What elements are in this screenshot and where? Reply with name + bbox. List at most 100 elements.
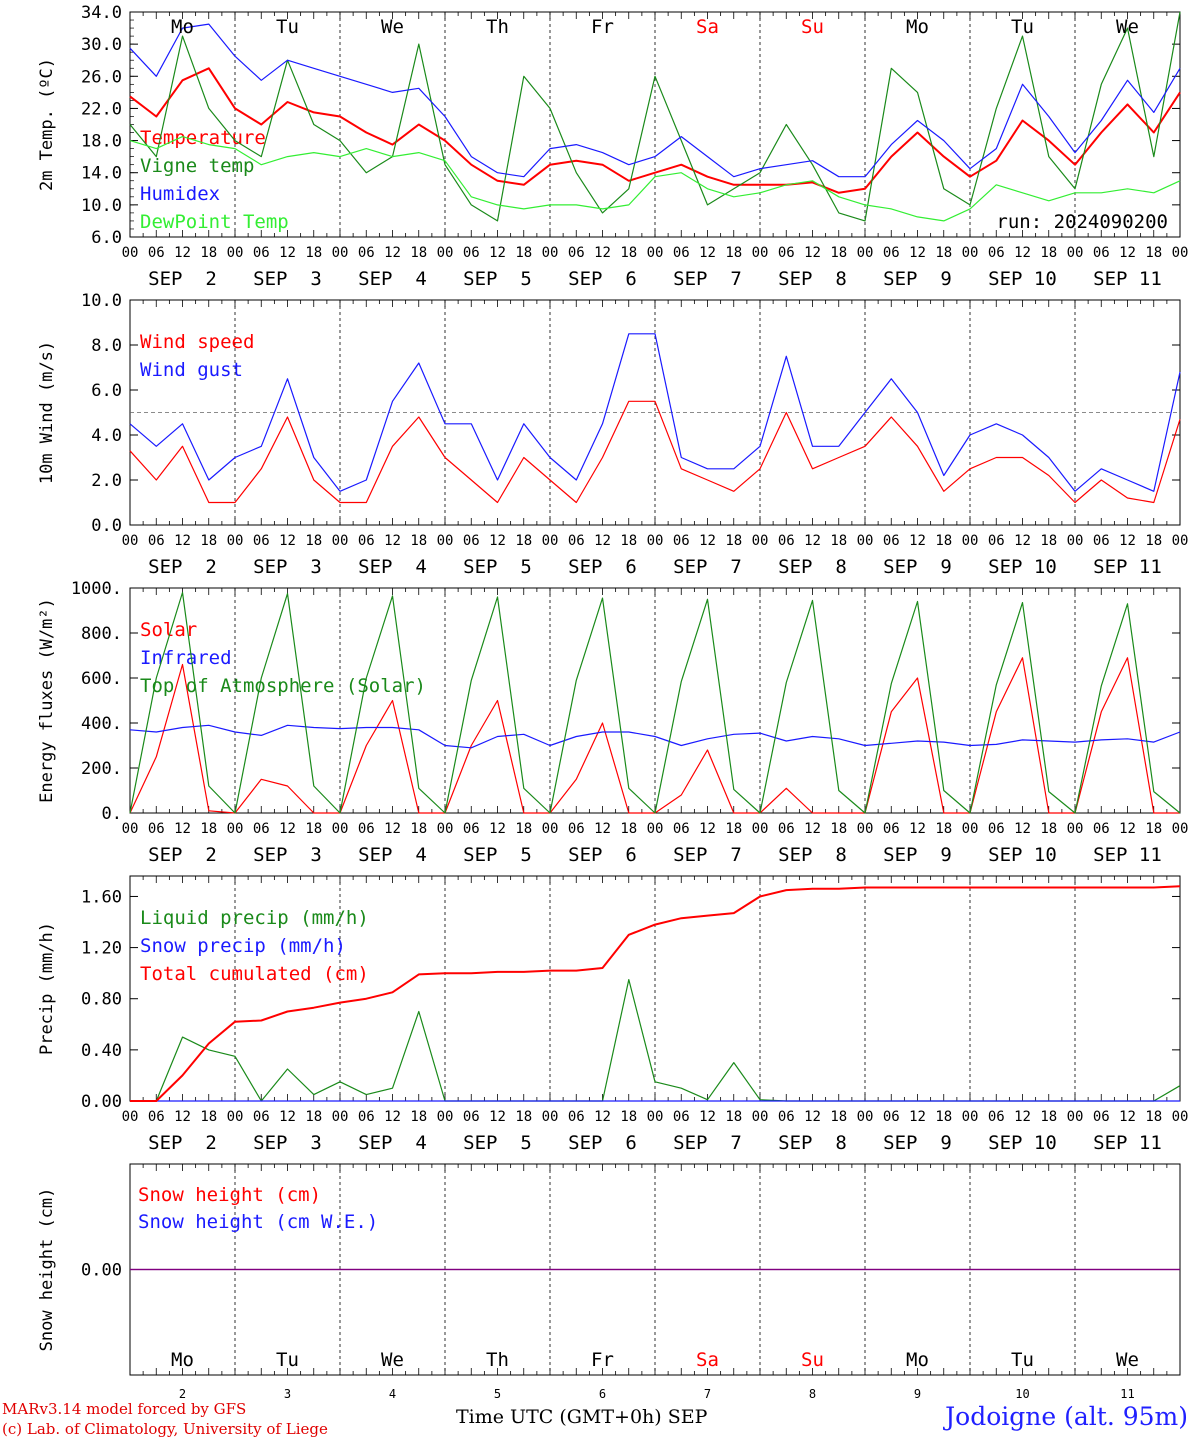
legend-temp-3: DewPoint Temp [140,211,289,233]
hour-tick-label: 12 [1119,821,1136,837]
hour-tick-label: 12 [594,821,611,837]
hour-tick-label: 12 [279,533,296,549]
hour-tick-label: 06 [883,1109,900,1125]
hour-tick-label: 18 [515,245,532,261]
hour-tick-label: 12 [804,821,821,837]
hour-tick-label: 00 [647,533,664,549]
chart-panel-snow: 0.00 Snow height (cm) Snow height (cm) Snow… [37,1163,1181,1401]
hour-tick-label: 18 [410,821,427,837]
hour-tick-label: 18 [830,533,847,549]
date-label: SEP 2 [148,1132,217,1154]
model-credit: MARv3.14 model forced by GFS [2,1400,247,1418]
hour-tick-label: 12 [174,245,191,261]
day-name-top: Mo [906,16,929,38]
legend-temp-0: Temperature [140,127,266,149]
hour-tick-label: 00 [962,245,979,261]
date-label: SEP 4 [358,556,427,578]
hour-tick-label: 12 [1014,245,1031,261]
date-label: SEP 6 [568,1132,637,1154]
hour-tick-label: 18 [200,1109,217,1125]
hour-tick-label: 18 [830,245,847,261]
hour-tick-label: 12 [384,245,401,261]
hour-tick-label: 00 [1172,533,1189,549]
day-name-top: Th [486,16,509,38]
hour-tick-label: 18 [410,245,427,261]
hour-tick-label: 18 [515,821,532,837]
y-tick-label: 6.0 [91,381,122,401]
date-label: SEP 11 [1093,268,1162,290]
hour-tick-label: 12 [279,245,296,261]
y-tick-label: 400. [81,714,122,734]
hour-tick-label: 00 [227,533,244,549]
legend-energy-0: Solar [140,619,197,641]
date-label: SEP 8 [778,1132,847,1154]
time-axis-title: Time UTC (GMT+0h) SEP [456,1406,708,1428]
hour-tick-label: 00 [1067,1109,1084,1125]
hour-tick-label: 12 [384,821,401,837]
y-axis-label: Precip (mm/h) [37,922,57,1055]
hour-tick-label: 18 [1040,533,1057,549]
hour-tick-label: 12 [699,1109,716,1125]
y-tick-label: 10.0 [81,196,122,216]
hour-tick-label: 00 [542,1109,559,1125]
hour-tick-label: 18 [1145,821,1162,837]
hour-tick-label: 18 [830,1109,847,1125]
hour-tick-label: 18 [200,821,217,837]
hour-tick-label: 00 [752,821,769,837]
hour-tick-label: 12 [384,1109,401,1125]
y-tick-label: 14.0 [81,164,122,184]
series-line-wind-1 [129,333,1181,492]
hour-tick-label: 00 [1172,245,1189,261]
hour-tick-label: 00 [647,245,664,261]
day-number: 7 [704,1387,711,1401]
y-tick-label: 34.0 [81,3,122,23]
legend-energy-1: Infrared [140,647,232,669]
date-label: SEP 8 [778,844,847,866]
hour-tick-label: 18 [725,533,742,549]
hour-tick-label: 12 [279,821,296,837]
hour-tick-label: 00 [962,1109,979,1125]
y-tick-label: 800. [81,624,122,644]
hour-tick-label: 06 [148,533,165,549]
y-tick-label: 200. [81,759,122,779]
day-number: 2 [179,1387,186,1401]
hour-tick-label: 06 [463,821,480,837]
day-name-bottom: We [381,1349,404,1371]
y-tick-label: 18.0 [81,132,122,152]
y-axis-label: Snow height (cm) [37,1188,57,1352]
hour-tick-label: 18 [725,245,742,261]
series-line-temp-3 [129,136,1181,222]
date-label: SEP 8 [778,556,847,578]
day-name-bottom: Th [486,1349,509,1371]
hour-tick-label: 06 [673,1109,690,1125]
hour-tick-label: 00 [647,821,664,837]
hour-tick-label: 00 [1067,533,1084,549]
run-annotation: run: 2024090200 [996,211,1168,233]
hour-tick-label: 06 [988,245,1005,261]
y-tick-label: 10.0 [81,291,122,311]
hour-tick-label: 12 [699,821,716,837]
date-label: SEP 9 [883,1132,952,1154]
hour-tick-label: 12 [594,1109,611,1125]
hour-tick-label: 00 [1067,245,1084,261]
hour-tick-label: 12 [909,821,926,837]
hour-tick-label: 12 [489,533,506,549]
y-tick-label: 0.80 [81,990,122,1010]
hour-tick-label: 18 [1145,245,1162,261]
day-number: 3 [284,1387,291,1401]
hour-tick-label: 00 [227,1109,244,1125]
legend-energy-2: Top of Atmosphere (Solar) [140,675,426,697]
hour-tick-label: 18 [1145,1109,1162,1125]
date-label: SEP 11 [1093,1132,1162,1154]
hour-tick-label: 18 [1145,533,1162,549]
hour-tick-label: 18 [200,533,217,549]
day-name-bottom: Mo [906,1349,929,1371]
y-axis-label: Energy fluxes (W/m²) [37,598,57,803]
hour-tick-label: 18 [935,1109,952,1125]
hour-tick-label: 12 [1119,533,1136,549]
hour-tick-label: 18 [725,821,742,837]
hour-tick-label: 06 [358,1109,375,1125]
hour-tick-label: 06 [988,821,1005,837]
hour-tick-label: 12 [804,533,821,549]
hour-tick-label: 06 [148,245,165,261]
